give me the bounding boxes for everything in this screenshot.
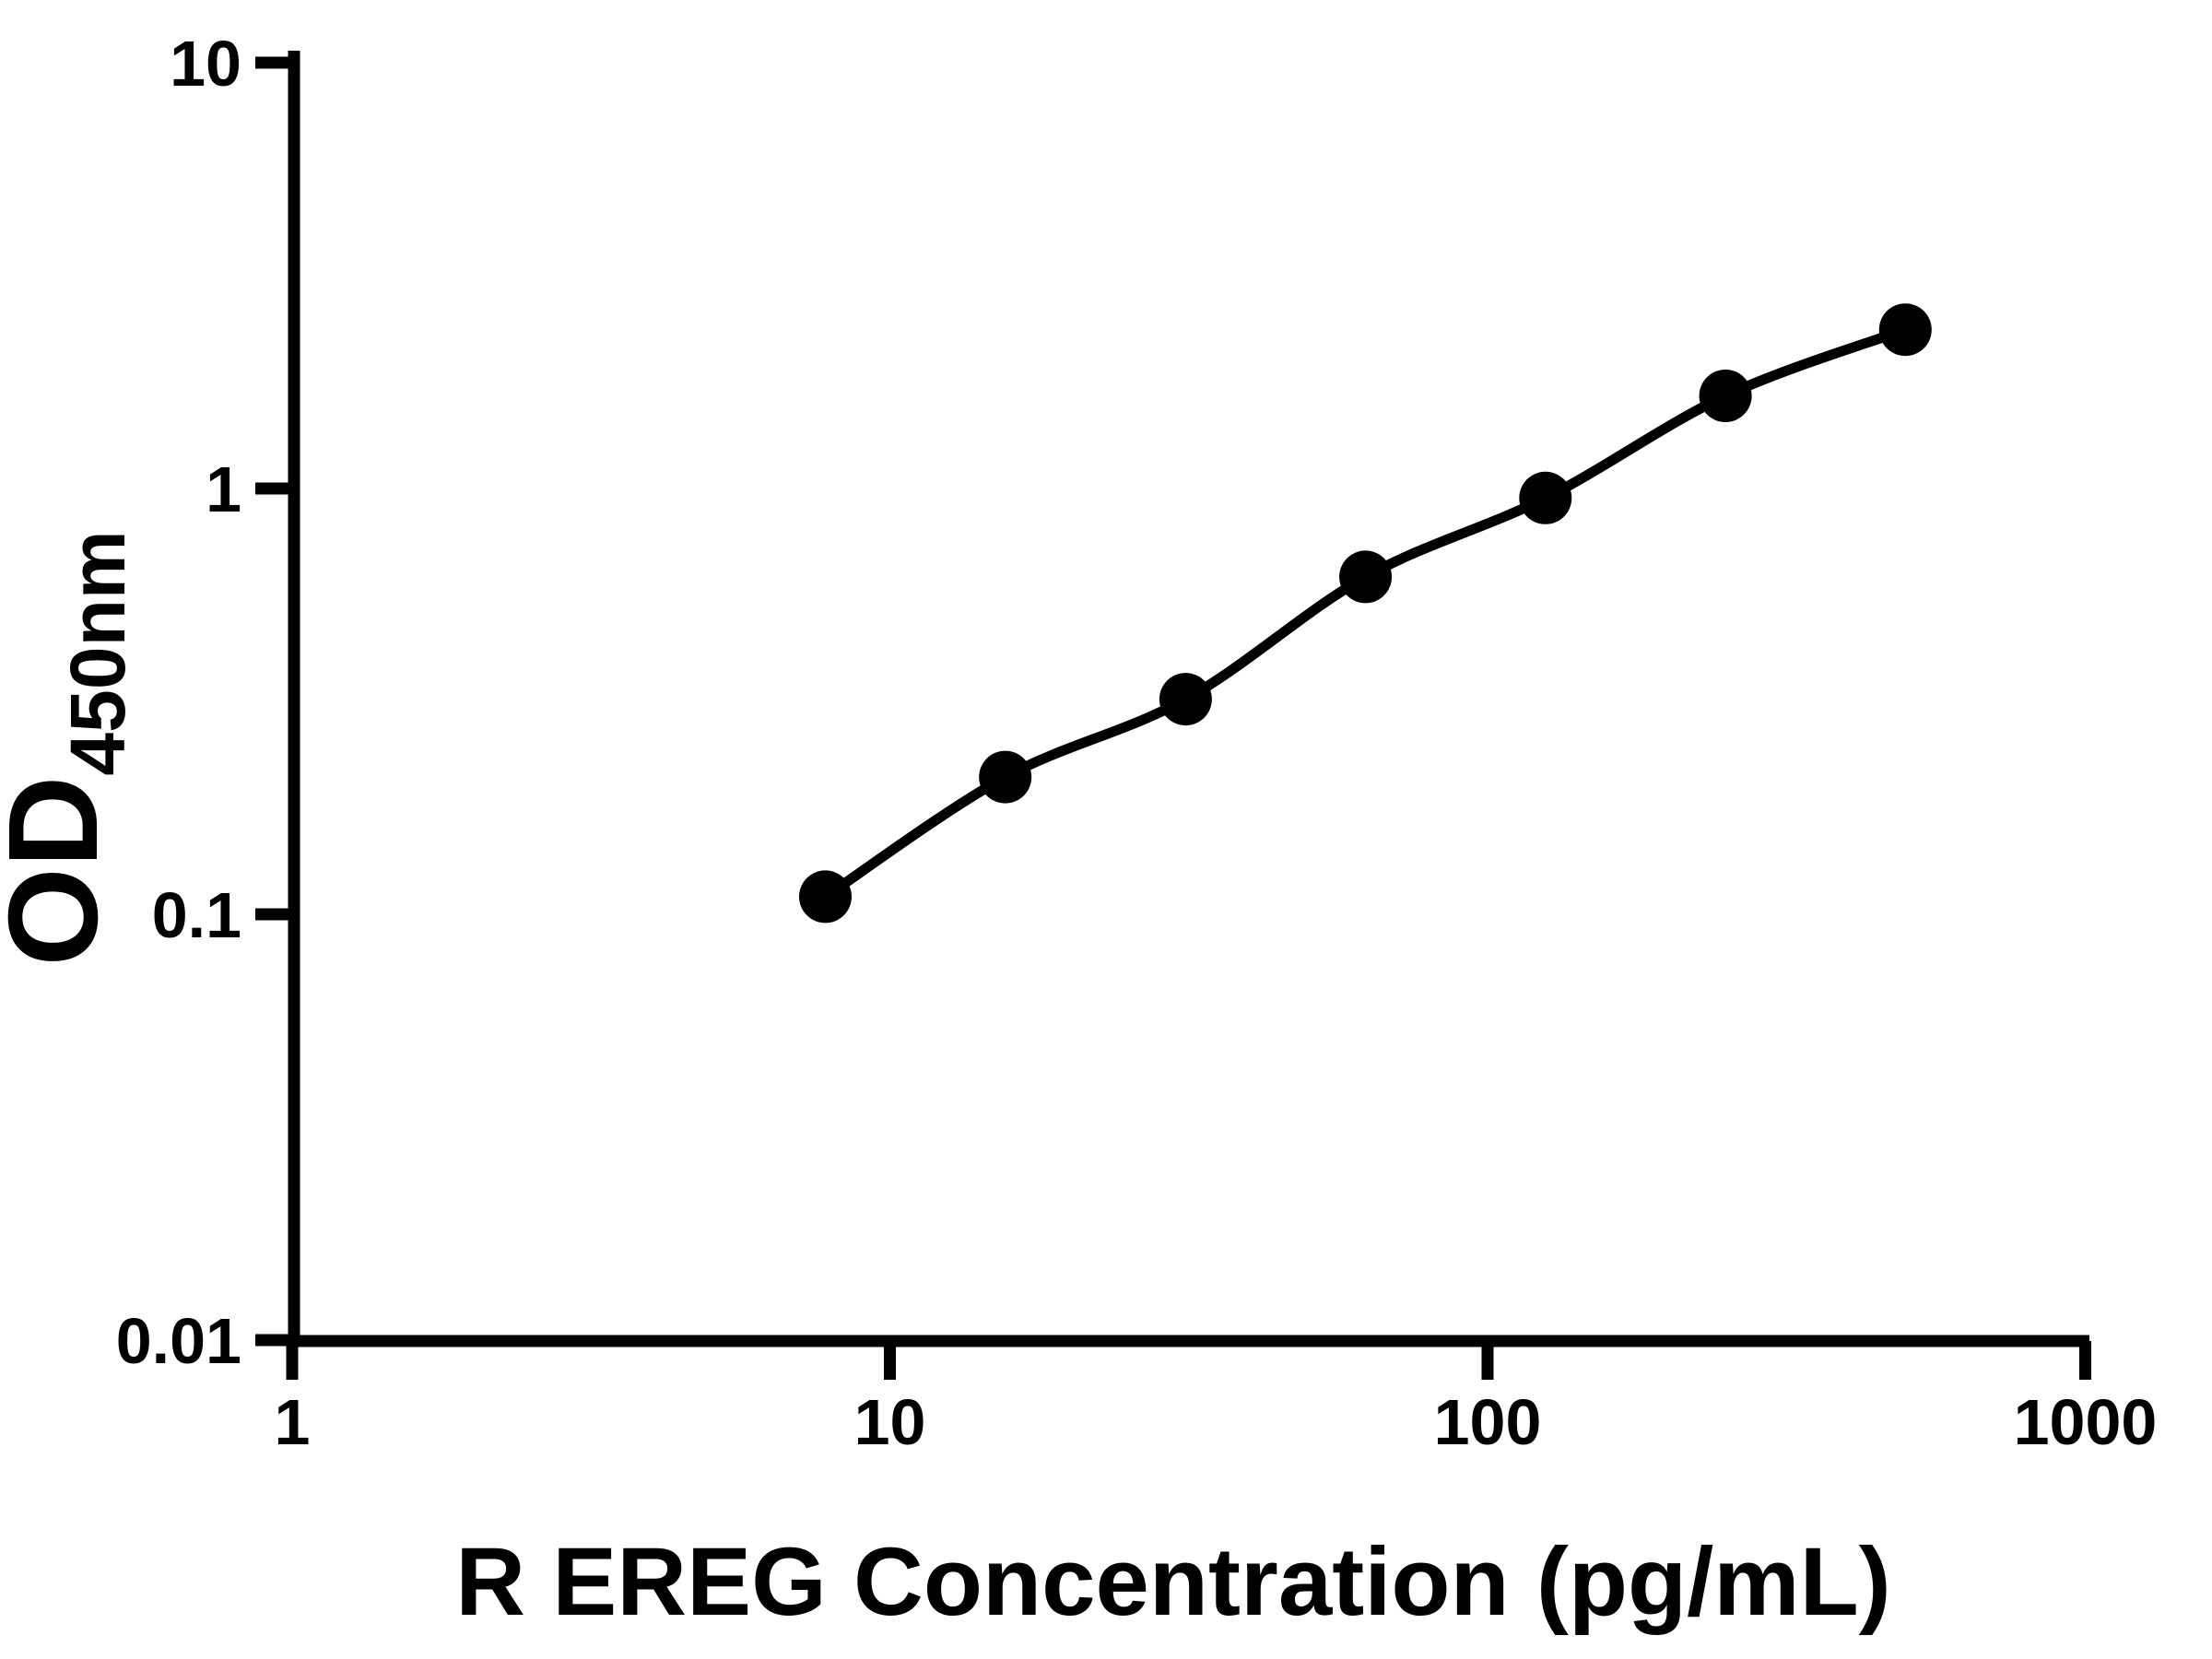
y-axis-tick-labels: 10 1 0.1 0.01	[116, 28, 241, 1377]
y-axis-ticks	[255, 56, 294, 1347]
axes	[288, 51, 2089, 1347]
x-tick-label: 100	[1434, 1386, 1542, 1458]
x-axis-title: R EREG Concentration (pg/mL)	[455, 1528, 1890, 1636]
y-tick-label: 10	[170, 28, 241, 100]
data-point	[1519, 471, 1572, 524]
y-tick-label: 0.01	[116, 1305, 241, 1377]
y-axis-title-subscript: 450nm	[54, 530, 141, 775]
data-point	[1699, 370, 1752, 422]
data-point	[979, 750, 1032, 804]
x-axis-tick-labels: 1 10 100 1000	[275, 1386, 2158, 1458]
y-axis-title-main: OD	[0, 776, 124, 967]
data-points	[799, 303, 1932, 924]
data-point	[1159, 673, 1212, 726]
data-point	[1339, 550, 1393, 604]
y-tick-label: 0.1	[152, 879, 241, 951]
data-point	[799, 870, 852, 924]
y-tick-label: 1	[206, 453, 241, 525]
x-tick-label: 1000	[2014, 1386, 2158, 1458]
x-axis-ticks	[286, 1341, 2091, 1380]
data-point	[1878, 303, 1932, 357]
y-axis-title: OD450nm	[0, 530, 141, 966]
x-tick-label: 10	[854, 1386, 926, 1458]
x-tick-label: 1	[275, 1386, 311, 1458]
